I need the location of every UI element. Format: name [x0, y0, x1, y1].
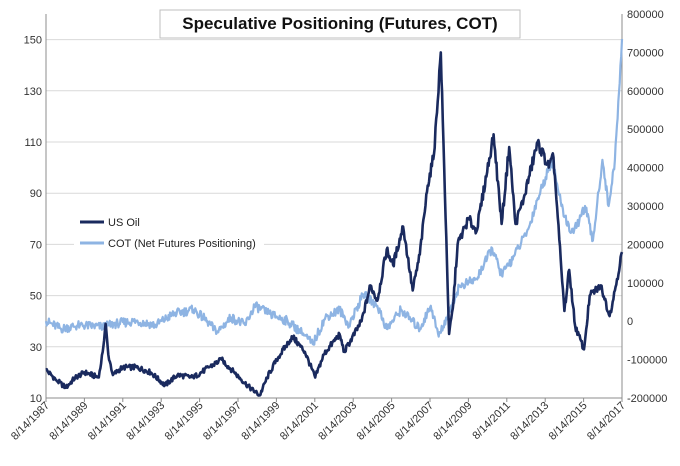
x-tick-label: 8/14/2005 — [355, 400, 398, 443]
y-left-tick-label: 130 — [24, 86, 42, 98]
y-left-tick-label: 30 — [30, 342, 42, 354]
x-tick-label: 8/14/1999 — [239, 400, 282, 443]
y-right-tick-label: 100000 — [627, 278, 664, 290]
y-right-tick-label: 300000 — [627, 201, 664, 213]
title-background — [159, 9, 521, 39]
x-tick-label: 8/14/2013 — [508, 400, 551, 443]
x-tick-label: 8/14/2015 — [547, 400, 590, 443]
series-line-us-oil — [45, 51, 624, 397]
y-right-tick-label: -100000 — [627, 355, 667, 367]
x-tick-label: 8/14/2001 — [278, 400, 321, 443]
y-left-tick-label: 70 — [30, 239, 42, 251]
x-tick-label: 8/14/1993 — [124, 400, 167, 443]
x-tick-label: 8/14/1987 — [9, 400, 52, 443]
y-right-tick-label: 500000 — [627, 124, 664, 136]
series-line-cot — [44, 38, 624, 346]
x-tick-label: 8/14/2009 — [431, 400, 474, 443]
y-right-tick-label: 700000 — [627, 47, 664, 59]
x-tick-label: 8/14/1989 — [47, 400, 90, 443]
x-tick-label: 8/14/1991 — [86, 400, 129, 443]
y-left-tick-label: 110 — [24, 137, 42, 149]
y-left-tick-label: 10 — [30, 393, 42, 405]
legend-background — [74, 208, 264, 254]
y-left-tick-label: 90 — [30, 188, 42, 200]
y-right-tick-label: 200000 — [627, 239, 664, 251]
legend: US Oil COT (Net Futures Positioning) — [74, 208, 264, 254]
y-right-tick-label: 800000 — [627, 9, 664, 21]
legend-label-cot: COT (Net Futures Positioning) — [108, 238, 256, 250]
y-left-tick-label: 50 — [30, 291, 42, 303]
x-tick-label: 8/14/2017 — [585, 400, 628, 443]
y-left-tick-label: 150 — [24, 35, 42, 47]
x-tick-label: 8/14/1995 — [163, 400, 206, 443]
y-right-tick-label: 0 — [627, 316, 633, 328]
x-tick-label: 8/14/2011 — [470, 400, 513, 443]
x-tick-label: 8/14/2007 — [393, 400, 436, 443]
y-right-tick-label: 600000 — [627, 86, 664, 98]
y-right-tick-label: 400000 — [627, 163, 664, 175]
legend-label-us-oil: US Oil — [108, 217, 140, 229]
chart-title-box: Speculative Positioning (Futures, COT) — [159, 9, 521, 39]
series-lines — [44, 38, 624, 397]
y-right-tick-label: -200000 — [627, 393, 667, 405]
x-tick-label: 8/14/2003 — [316, 400, 359, 443]
chart-title: Speculative Positioning (Futures, COT) — [182, 14, 497, 33]
x-tick-label: 8/14/1997 — [201, 400, 244, 443]
